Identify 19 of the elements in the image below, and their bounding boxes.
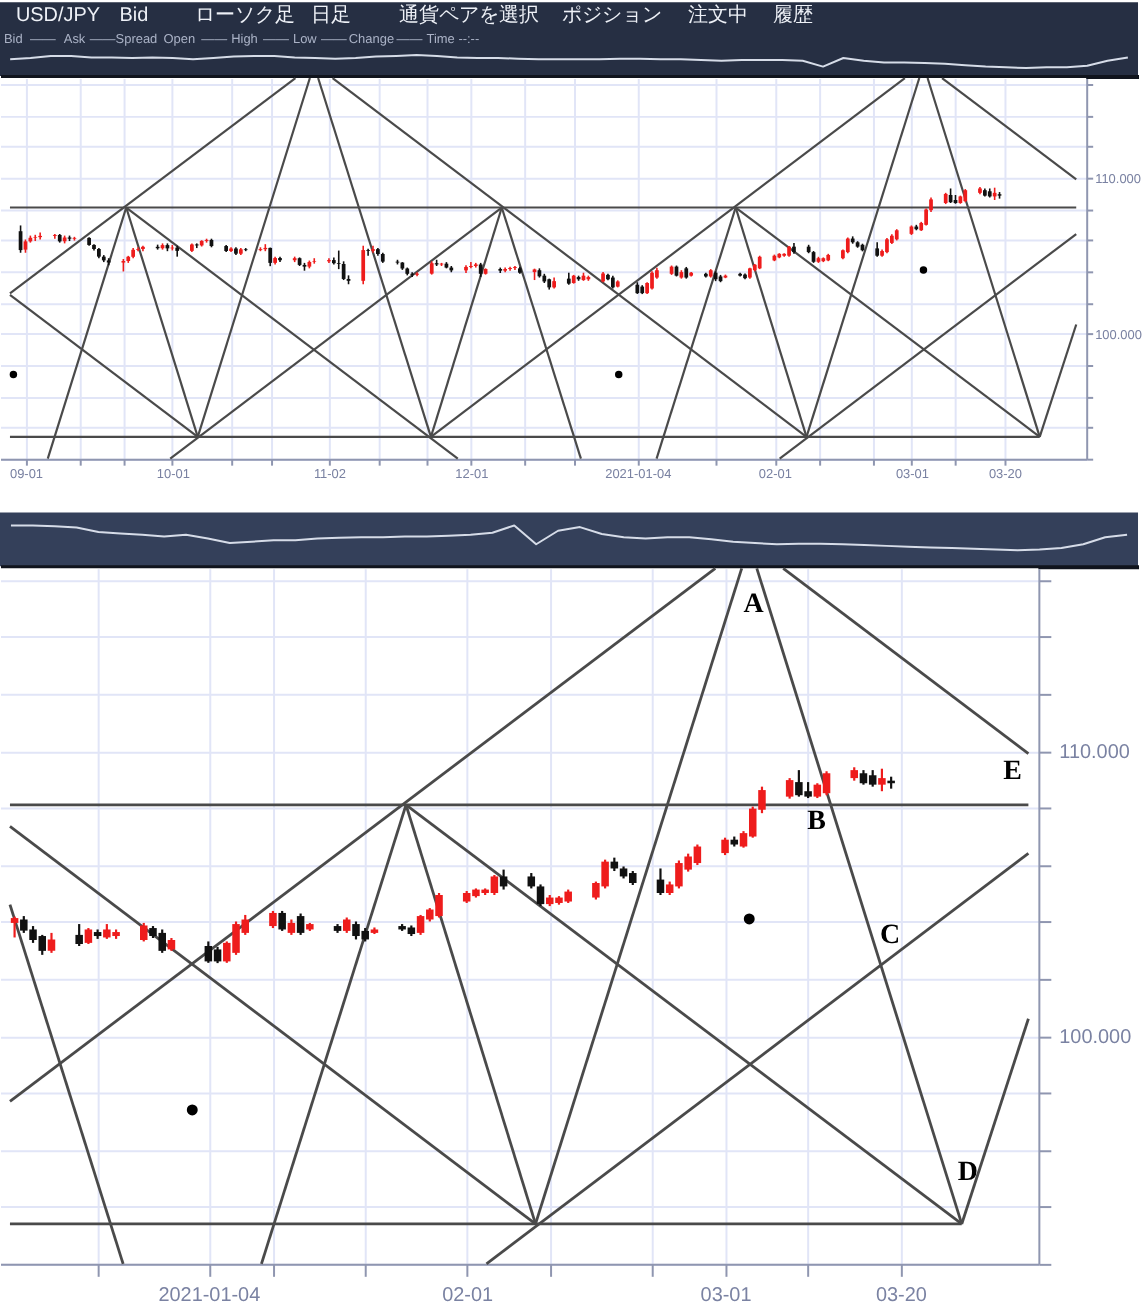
text: ローソク足	[195, 5, 296, 28]
x-tick-label: 03-20	[875, 1284, 928, 1304]
annotation: D	[957, 1158, 978, 1189]
text: USD/JPY	[15, 5, 101, 28]
text: 日足	[310, 5, 351, 28]
annotation: E	[1003, 757, 1022, 788]
text: 通貨ペアを選択	[398, 3, 539, 28]
x-tick-label: 02-01	[442, 1284, 495, 1304]
y-tick-label: 100.000	[1059, 1026, 1133, 1049]
text: 履歴	[773, 5, 814, 28]
annotation: B	[807, 806, 826, 837]
y-tick-label: 110.000	[1059, 741, 1131, 764]
text: 注文中	[687, 3, 748, 28]
x-tick-label: 03-01	[700, 1284, 753, 1304]
x-tick-label: 2021-01-04	[158, 1284, 262, 1304]
text: Bid	[119, 5, 149, 28]
text: ポジション	[562, 5, 663, 28]
annotation: A	[743, 590, 764, 621]
annotation: C	[879, 920, 901, 951]
